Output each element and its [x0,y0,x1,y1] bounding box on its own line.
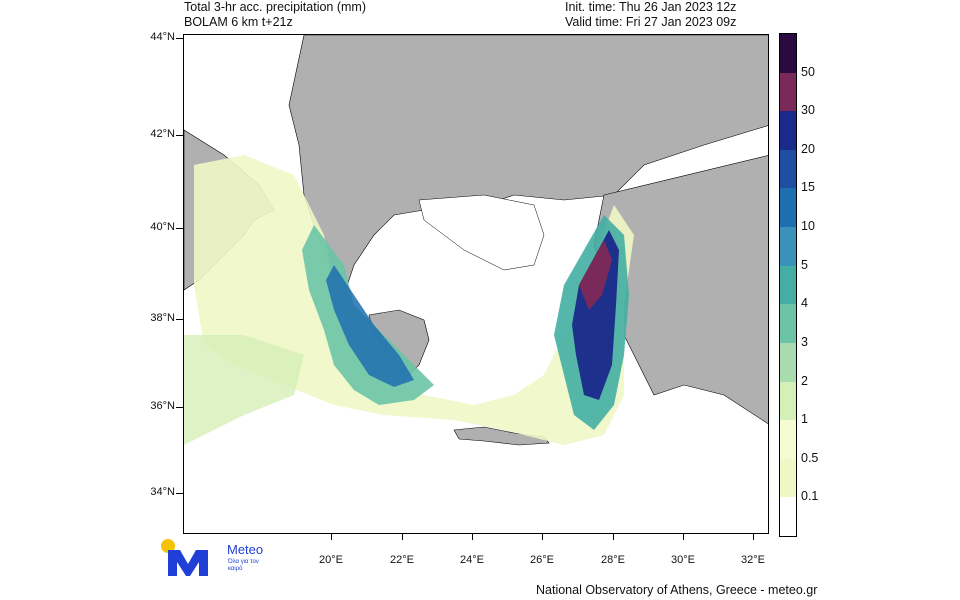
lat-tick [176,38,183,39]
lat-label-42: 42°N [150,128,175,140]
lon-tick [683,534,684,540]
colorbar-cell [780,188,796,228]
colorbar-cell [780,149,796,189]
lon-label-26: 26°E [530,554,554,566]
colorbar-level-label: 50 [801,64,815,79]
colorbar-cell [780,381,796,421]
colorbar-cell [780,265,796,305]
init-time: Init. time: Thu 26 Jan 2023 12z [565,0,737,14]
lat-tick [176,135,183,136]
aegean-sea [418,194,545,271]
colorbar-level-label: 4 [801,296,808,311]
lat-tick [176,493,183,494]
lon-tick [402,534,403,540]
colorbar-level-label: 0.1 [801,489,819,504]
lat-tick [176,407,183,408]
title-line-1: Total 3-hr acc. precipitation (mm) [184,0,367,14]
lon-label-24: 24°E [460,554,484,566]
lon-label-22: 22°E [390,554,414,566]
lon-tick [331,534,332,540]
lon-label-28: 28°E [601,554,625,566]
lon-label-32: 32°E [741,554,765,566]
colorbar-level-label: 30 [801,103,815,118]
lat-label-40: 40°N [150,221,175,233]
meteo-logo [160,538,280,583]
colorbar-level-label: 10 [801,219,815,234]
colorbar-level-label: 0.5 [801,450,819,465]
precip-light-ionian [194,155,634,445]
colorbar-cell [780,458,796,498]
lon-tick [613,534,614,540]
lat-tick [176,319,183,320]
map-title: Total 3-hr acc. precipitation (mm) BOLAM… [184,0,366,30]
colorbar-cell [780,420,796,459]
map-canvas [184,35,768,533]
meteo-logo-mark [161,539,208,576]
colorbar-level-label: 5 [801,257,808,272]
colorbar-cell [780,111,796,150]
logo-tagline: Όλα για τον καιρό [228,559,259,572]
lon-tick [472,534,473,540]
logo-name: Meteo [227,542,264,557]
colorbar-level-label: 2 [801,373,808,388]
colorbar-cell [780,497,796,536]
crete [453,426,550,446]
lat-label-34: 34°N [150,486,175,498]
title-line-2: BOLAM 6 km t+21z [184,15,293,29]
precipitation-colorbar [779,33,797,537]
precip-light-south [184,335,304,445]
lat-label-36: 36°N [150,400,175,412]
precipitation-map [183,34,769,534]
colorbar-level-label: 15 [801,180,815,195]
colorbar-cell [780,304,796,343]
lat-tick [176,228,183,229]
colorbar-level-label: 20 [801,141,815,156]
colorbar-cell [780,34,796,73]
precip-high-ionian [326,265,414,387]
colorbar-cell [780,227,796,266]
lon-label-30: 30°E [671,554,695,566]
lat-label-38: 38°N [150,312,175,324]
colorbar-level-label: 1 [801,412,808,427]
footer-credit: National Observatory of Athens, Greece -… [536,583,818,597]
colorbar-cell [780,342,796,382]
valid-time: Valid time: Fri 27 Jan 2023 09z [565,15,737,29]
lat-label-44: 44°N [150,31,175,43]
colorbar-level-label: 3 [801,334,808,349]
time-info: Init. time: Thu 26 Jan 2023 12z Valid ti… [565,0,736,30]
precip-extreme-east-aegean [579,240,612,310]
lon-tick [542,534,543,540]
colorbar-cell [780,72,796,112]
lon-label-20: 20°E [319,554,343,566]
lon-tick [753,534,754,540]
